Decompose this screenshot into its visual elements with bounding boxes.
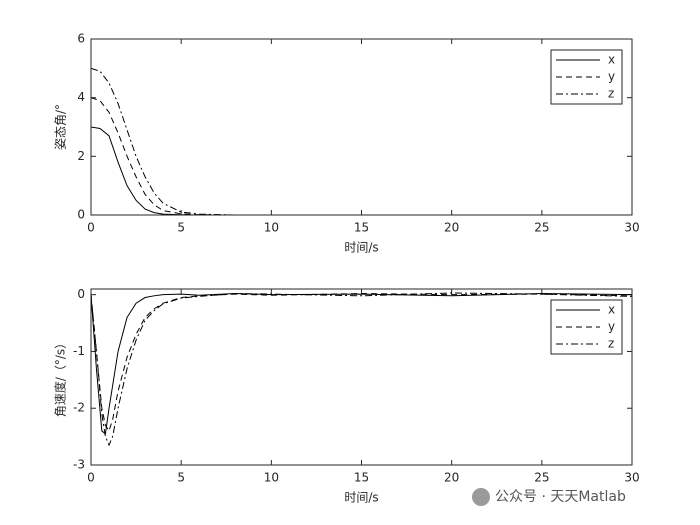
x-tick-label: 25 bbox=[534, 471, 549, 485]
x-tick-label: 15 bbox=[354, 471, 369, 485]
watermark-icon bbox=[472, 488, 490, 506]
y-tick-label: -3 bbox=[73, 458, 85, 472]
axes-box bbox=[90, 288, 633, 466]
y-tick-label: 6 bbox=[77, 32, 85, 46]
x-tick-label: 0 bbox=[87, 221, 95, 235]
axes-box bbox=[90, 38, 633, 216]
watermark-text: 公众号 · 天天Matlab bbox=[495, 489, 626, 505]
x-tick-label: 30 bbox=[624, 221, 639, 235]
legend-label: y bbox=[608, 320, 615, 334]
series-line bbox=[91, 292, 632, 447]
watermark: 公众号 · 天天Matlab bbox=[472, 488, 626, 506]
y-tick-label: 4 bbox=[77, 90, 85, 104]
legend-label: y bbox=[608, 70, 615, 84]
series-line bbox=[91, 126, 632, 215]
y-tick-label: 2 bbox=[77, 149, 85, 163]
y-axis-label: 姿态角/° bbox=[54, 104, 68, 150]
x-tick-label: 5 bbox=[177, 221, 185, 235]
x-tick-label: 20 bbox=[444, 221, 459, 235]
y-tick-label: 0 bbox=[77, 208, 85, 222]
y-tick-label: -2 bbox=[73, 401, 85, 415]
y-tick-label: 0 bbox=[77, 287, 85, 301]
x-tick-label: 0 bbox=[87, 471, 95, 485]
legend-label: z bbox=[608, 87, 614, 101]
x-axis-label: 时间/s bbox=[344, 241, 378, 255]
x-axis-label: 时间/s bbox=[344, 491, 378, 505]
plot-area bbox=[91, 39, 632, 215]
x-tick-label: 10 bbox=[264, 221, 279, 235]
x-tick-label: 20 bbox=[444, 471, 459, 485]
plot-area bbox=[91, 289, 632, 465]
y-tick-label: -1 bbox=[73, 344, 85, 358]
legend-label: z bbox=[608, 337, 614, 351]
x-tick-label: 30 bbox=[624, 471, 639, 485]
series-line bbox=[91, 293, 632, 433]
y-axis-label: 角速度/（°/s） bbox=[53, 337, 68, 417]
legend-label: x bbox=[608, 53, 615, 67]
x-tick-label: 5 bbox=[177, 471, 185, 485]
x-tick-label: 15 bbox=[354, 221, 369, 235]
x-tick-label: 10 bbox=[264, 471, 279, 485]
x-tick-label: 25 bbox=[534, 221, 549, 235]
legend-label: x bbox=[608, 303, 615, 317]
